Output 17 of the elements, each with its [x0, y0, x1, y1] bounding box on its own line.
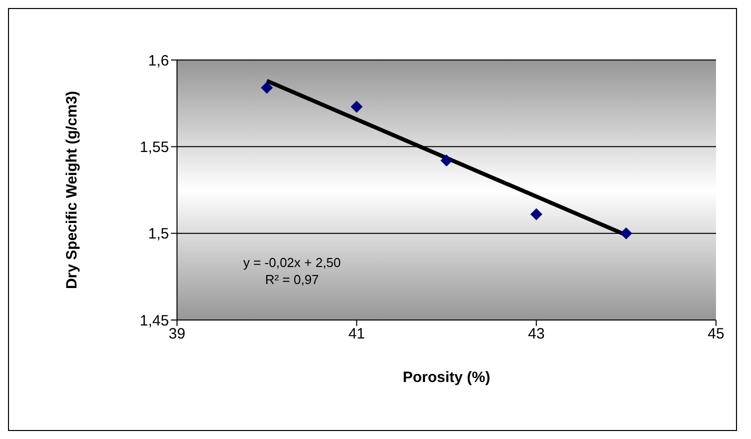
point	[350, 100, 363, 113]
x-tick-label: 45	[708, 326, 724, 343]
y-tick-label: 1,45	[140, 312, 169, 330]
x-tick-label: 43	[528, 326, 545, 343]
y-tick-label: 1,6	[148, 52, 169, 70]
x-axis-title: Porosity (%)	[402, 369, 490, 386]
x-tick-label: 41	[348, 326, 366, 343]
y-tick-label: 1,55	[140, 138, 169, 156]
y-tick-label: 1,5	[148, 226, 169, 243]
annotation: R² = 0,97	[265, 272, 319, 287]
point	[620, 227, 632, 240]
point	[530, 208, 542, 220]
x-tick-label: 39	[168, 326, 186, 343]
point	[260, 82, 273, 94]
y-axis-title: Dry Specific Weight (g/cm3)	[63, 90, 80, 290]
annotation: y = -0,02x + 2,50	[243, 255, 341, 270]
point	[440, 154, 452, 167]
